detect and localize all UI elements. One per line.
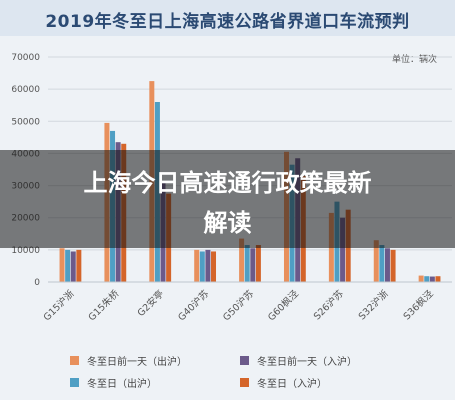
bar: [211, 251, 217, 282]
bar: [59, 248, 65, 282]
legend-swatch: [240, 356, 249, 365]
legend-item: 冬至日（出沪）: [70, 375, 157, 390]
bar: [205, 249, 211, 282]
y-tick-label: 50000: [11, 117, 40, 127]
bar: [255, 245, 261, 282]
bar: [390, 249, 396, 282]
legend-item: 冬至日前一天（出沪）: [70, 353, 187, 368]
headline-line-2: 解读: [203, 209, 252, 237]
bar: [424, 276, 430, 282]
bar: [435, 276, 441, 282]
bar: [340, 217, 346, 282]
title-band: [0, 0, 455, 36]
x-tick-label: S26沪苏: [311, 287, 346, 322]
bar: [429, 276, 435, 282]
x-tick-label: G40沪苏: [176, 287, 212, 323]
x-tick-label: G60枫泾: [265, 287, 301, 323]
bar: [379, 245, 385, 282]
bar: [250, 248, 256, 282]
x-tick-label: G15朱桥: [86, 287, 122, 323]
legend-label: 冬至日（出沪）: [87, 379, 157, 390]
chart-title: 2019年冬至日上海高速公路省界道口车流预判: [45, 12, 410, 32]
y-tick-label: 10000: [11, 246, 40, 256]
bar: [244, 245, 250, 282]
x-tick-label: G2安亭: [135, 288, 166, 319]
x-tick-label: G50沪苏: [220, 287, 256, 323]
bar: [199, 251, 205, 282]
legend-label: 冬至日前一天（出沪）: [87, 357, 187, 368]
headline-overlay: [0, 150, 455, 248]
legend-label: 冬至日（入沪）: [257, 379, 327, 390]
bar: [418, 275, 424, 282]
legend-label: 冬至日前一天（入沪）: [257, 357, 357, 368]
bar: [70, 251, 76, 282]
headline-line-1: 上海今日高速通行政策最新: [83, 169, 372, 197]
x-tick-label: S36枫泾: [401, 287, 436, 322]
legend-swatch: [70, 378, 79, 387]
bar: [194, 249, 200, 282]
legend-swatch: [240, 378, 249, 387]
chart-legend: 冬至日前一天（出沪） 冬至日前一天（入沪） 冬至日（出沪） 冬至日（入沪）: [62, 345, 452, 395]
y-tick-label: 0: [34, 278, 40, 288]
bar: [76, 249, 82, 282]
legend-item: 冬至日（入沪）: [240, 375, 327, 390]
bar: [384, 248, 390, 282]
y-tick-label: 70000: [11, 53, 40, 63]
bar: [65, 249, 71, 282]
y-tick-label: 60000: [11, 85, 40, 95]
x-tick-label: S32沪浙: [356, 287, 391, 322]
legend-item: 冬至日前一天（入沪）: [240, 353, 357, 368]
x-tick-label: G15沪浙: [41, 287, 77, 323]
bar: [373, 240, 379, 282]
unit-label: 单位：辆次: [392, 55, 438, 65]
legend-swatch: [70, 356, 79, 365]
bar: [239, 238, 245, 282]
